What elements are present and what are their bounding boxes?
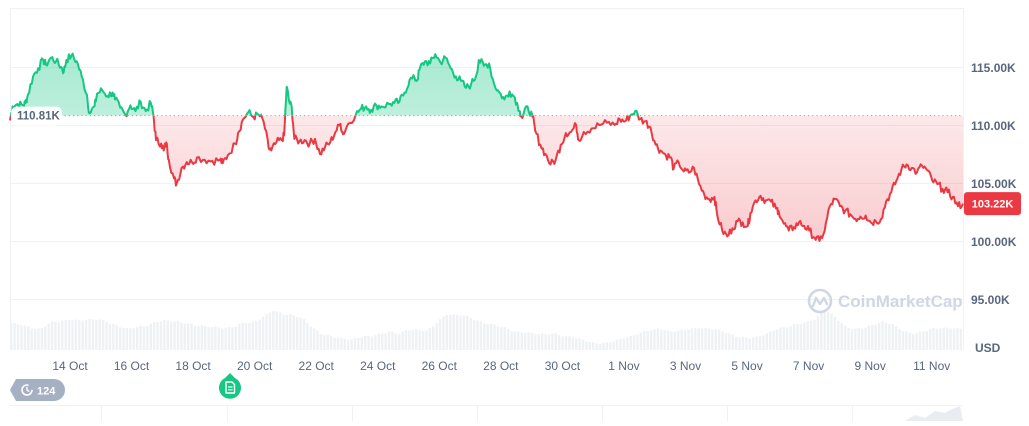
watermark: CoinMarketCap [807, 288, 963, 314]
y-tick-label: 95.00K [971, 293, 1010, 307]
x-axis: 14 Oct 16 Oct 18 Oct 20 Oct 22 Oct 24 Oct 26 O… [52, 359, 950, 373]
history-count-badge[interactable]: 124 [10, 379, 65, 401]
x-tick-label: 5 Nov [731, 359, 762, 373]
x-tick-label: 16 Oct [114, 359, 150, 373]
x-tick-label: 7 Nov [793, 359, 824, 373]
coinmarketcap-logo-icon [807, 288, 833, 314]
x-tick-label: 14 Oct [52, 359, 88, 373]
current-price-badge: 103.22K [964, 192, 1021, 216]
clock-history-icon [21, 384, 33, 396]
volume-bars [10, 310, 963, 350]
y-axis: 115.00K 110.00K 105.00K 100.00K 95.00K [971, 61, 1017, 307]
x-tick-label: 18 Oct [175, 359, 211, 373]
x-tick-label: 26 Oct [422, 359, 458, 373]
document-icon [225, 381, 236, 394]
x-tick-label: 11 Nov [913, 359, 950, 373]
y-tick-label: 100.00K [971, 235, 1017, 249]
x-tick-label: 3 Nov [670, 359, 701, 373]
y-tick-label: 115.00K [971, 61, 1016, 75]
x-tick-label: 28 Oct [483, 359, 519, 373]
y-tick-label: 105.00K [971, 177, 1017, 191]
baseline-label: 110.81K [11, 106, 62, 126]
history-count: 124 [37, 386, 56, 398]
navigator-mini-chart [905, 406, 963, 421]
range-navigator[interactable] [10, 405, 963, 422]
x-tick-label: 1 Nov [608, 359, 639, 373]
price-area-fill [10, 53, 963, 241]
x-tick-label: 20 Oct [237, 359, 273, 373]
plot-frame [10, 8, 964, 350]
x-tick-label: 9 Nov [854, 359, 885, 373]
x-tick-label: 24 Oct [360, 359, 396, 373]
current-price-value: 103.22K [972, 199, 1014, 211]
x-tick-label: 22 Oct [299, 359, 335, 373]
baseline-value: 110.81K [17, 111, 61, 123]
x-tick-label: 30 Oct [545, 359, 581, 373]
news-event-marker[interactable] [219, 373, 241, 399]
watermark-text: CoinMarketCap [838, 292, 963, 311]
y-tick-label: 110.00K [971, 119, 1016, 133]
currency-label: USD [975, 341, 1001, 355]
